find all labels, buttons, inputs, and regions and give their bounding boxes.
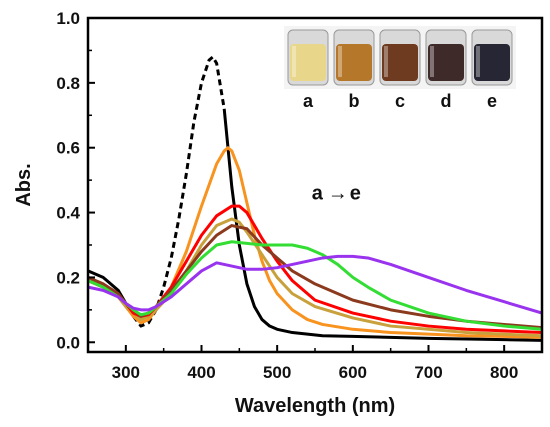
x-tick-label: 600 — [339, 363, 367, 382]
vial-highlight — [430, 46, 434, 77]
vial-liquid — [336, 44, 372, 81]
y-tick-label: 0.0 — [56, 333, 80, 352]
y-tick-label: 0.8 — [56, 74, 80, 93]
x-tick-label: 700 — [414, 363, 442, 382]
x-tick-label: 800 — [490, 363, 518, 382]
vial-liquid — [290, 44, 326, 81]
series-line — [87, 217, 543, 338]
x-tick-label: 300 — [112, 363, 140, 382]
y-tick-label: 0.6 — [56, 139, 80, 158]
y-tick-label: 0.4 — [56, 204, 80, 223]
vial-liquid — [428, 44, 464, 81]
vial-liquid — [474, 44, 510, 81]
series-line — [222, 108, 543, 342]
annotation-from-label: a — [312, 183, 324, 205]
series-line — [132, 55, 226, 328]
ticks-group: 300 400 500 600 700 800 0.0 0.2 0.4 0.6 0.8 1.0 — [56, 9, 543, 382]
vial-highlight — [338, 46, 342, 77]
arrow-right-icon: → — [328, 183, 348, 205]
x-tick-label: 400 — [187, 363, 215, 382]
vials-inset-photo: a b c d e — [284, 26, 516, 111]
series-line — [87, 240, 543, 331]
series-group — [87, 55, 543, 342]
x-axis-title: Wavelength (nm) — [235, 395, 395, 417]
vial-label: c — [395, 91, 405, 111]
vial-highlight — [292, 46, 296, 77]
y-tick-label: 1.0 — [56, 9, 80, 28]
y-axis-title: Abs. — [13, 163, 35, 206]
a-to-e-annotation: a → e — [312, 183, 361, 205]
annotation-to-label: e — [350, 183, 361, 205]
series-line — [87, 204, 543, 335]
series-line — [87, 254, 543, 315]
vial-label: a — [303, 91, 314, 111]
vial-label: b — [349, 91, 360, 111]
vial-label: e — [487, 91, 497, 111]
vial-highlight — [476, 46, 480, 77]
vial-label: d — [441, 91, 452, 111]
y-tick-label: 0.2 — [56, 268, 80, 287]
x-tick-label: 500 — [263, 363, 291, 382]
series-line — [87, 146, 543, 339]
vial-highlight — [384, 46, 388, 77]
vial-liquid — [382, 44, 418, 81]
